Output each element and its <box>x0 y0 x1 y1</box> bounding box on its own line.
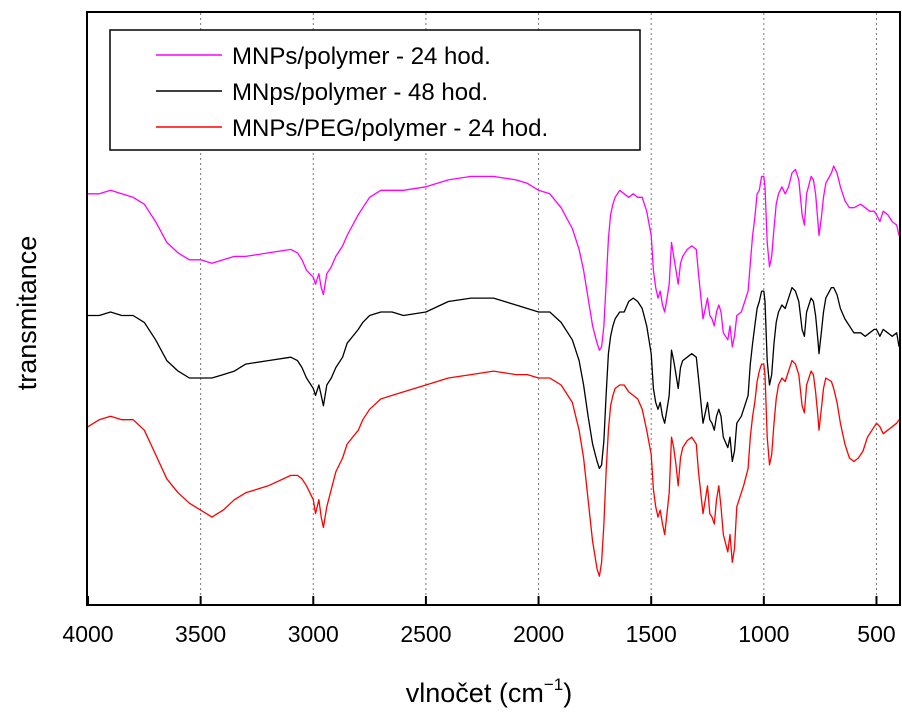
series-lines <box>87 165 900 577</box>
legend-box <box>109 29 641 151</box>
legend-label: MNps/polymer - 48 hod. <box>232 79 488 106</box>
x-tick-label: 4000 <box>62 621 113 647</box>
x-tick-label: 3500 <box>175 621 226 647</box>
x-tick-label: 1500 <box>626 621 677 647</box>
x-axis-title: vlnočet (cm−1) <box>406 675 572 708</box>
x-tick-label: 2500 <box>400 621 451 647</box>
x-tick-label: 500 <box>857 621 895 647</box>
x-tick-label: 3000 <box>288 621 339 647</box>
plot-frame <box>86 11 901 606</box>
legend: MNPs/polymer - 24 hod. MNps/polymer - 48 … <box>109 29 641 151</box>
grid-lines <box>200 13 877 604</box>
x-axis-title-superscript: −1 <box>544 675 563 694</box>
legend-label: MNPs/polymer - 24 hod. <box>232 43 491 70</box>
series-line <box>88 286 900 470</box>
x-axis-title-text: vlnočet (cm <box>406 678 544 708</box>
legend-label: MNPs/PEG/polymer - 24 hod. <box>232 115 548 142</box>
series-line <box>88 165 900 351</box>
y-axis-title: transmitance <box>12 236 42 391</box>
x-tick-label: 1000 <box>738 621 789 647</box>
series-line <box>87 359 900 577</box>
x-axis-title-close: ) <box>563 678 572 708</box>
x-tick-label: 2000 <box>513 621 564 647</box>
x-axis: 4000 3500 3000 2500 2000 1500 1000 500 <box>62 596 896 647</box>
